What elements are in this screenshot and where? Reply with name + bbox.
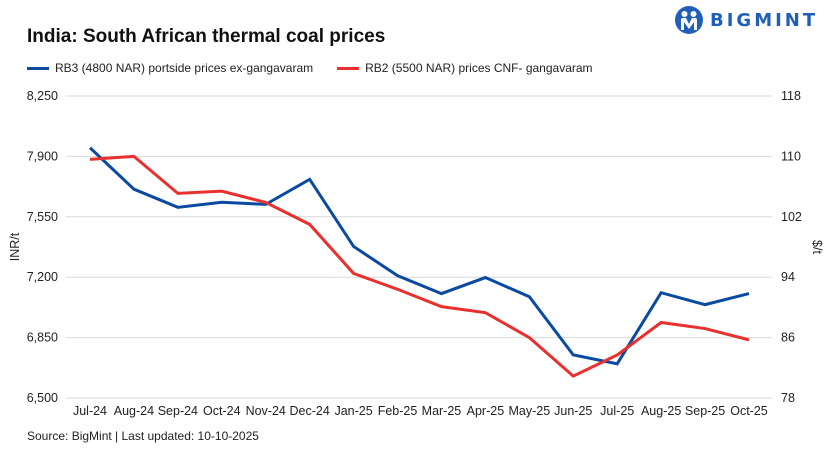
legend-swatch-blue — [27, 66, 49, 70]
x-tick-label: Sep-24 — [158, 404, 198, 418]
y2-tick-label: 94 — [781, 270, 795, 284]
y-axis-label: INR/t — [8, 232, 22, 261]
y-tick-label: 7,550 — [27, 210, 58, 224]
series-line-rb2 — [89, 154, 750, 378]
x-tick-label: Jun-25 — [554, 404, 592, 418]
x-tick-label: Mar-25 — [422, 404, 462, 418]
y2-tick-label: 78 — [781, 391, 795, 405]
y-tick-label: 6,500 — [27, 391, 58, 405]
x-tick-label: Aug-25 — [641, 404, 681, 418]
x-tick-label: Jul-24 — [73, 404, 107, 418]
y2-tick-label: 110 — [781, 149, 801, 163]
x-tick-label: Nov-24 — [246, 404, 286, 418]
legend-swatch-red — [337, 66, 360, 70]
x-tick-label: May-25 — [508, 404, 550, 418]
x-tick-label: Jan-25 — [334, 404, 372, 418]
x-tick-label: Jul-25 — [600, 404, 634, 418]
x-tick-label: Oct-24 — [203, 404, 241, 418]
legend-item-rb3: RB3 (4800 NAR) portside prices ex-gangav… — [27, 61, 313, 75]
y-tick-label: 7,200 — [27, 270, 58, 284]
bigmint-logo: BIGMINT — [674, 5, 818, 35]
y2-tick-label: 118 — [781, 89, 801, 103]
y-tick-label: 6,850 — [27, 331, 58, 345]
y2-tick-label: 86 — [781, 331, 795, 345]
legend-label: RB2 (5500 NAR) prices CNF- gangavaram — [365, 61, 593, 75]
y-tick-label: 8,250 — [27, 89, 58, 103]
chart-title: India: South African thermal coal prices — [27, 26, 386, 47]
x-tick-label: Sep-25 — [685, 404, 725, 418]
x-tick-label: Oct-25 — [730, 404, 768, 418]
x-tick-label: Aug-24 — [114, 404, 154, 418]
y2-tick-label: 102 — [781, 210, 802, 224]
legend-label: RB3 (4800 NAR) portside prices ex-gangav… — [55, 61, 314, 75]
source-note: Source: BigMint | Last updated: 10-10-20… — [27, 429, 259, 443]
x-tick-label: Apr-25 — [467, 404, 505, 418]
x-tick-label: Feb-25 — [378, 404, 418, 418]
legend: RB3 (4800 NAR) portside prices ex-gangav… — [27, 61, 593, 75]
y2-axis-label: $/t — [810, 240, 824, 254]
logo-text: BIGMINT — [710, 9, 819, 31]
x-tick-label: Dec-24 — [290, 404, 330, 418]
legend-item-rb2: RB2 (5500 NAR) prices CNF- gangavaram — [337, 61, 593, 75]
series-line-rb3 — [88, 146, 750, 366]
bigmint-logo-icon — [675, 6, 703, 34]
y-tick-label: 7,900 — [27, 149, 58, 163]
